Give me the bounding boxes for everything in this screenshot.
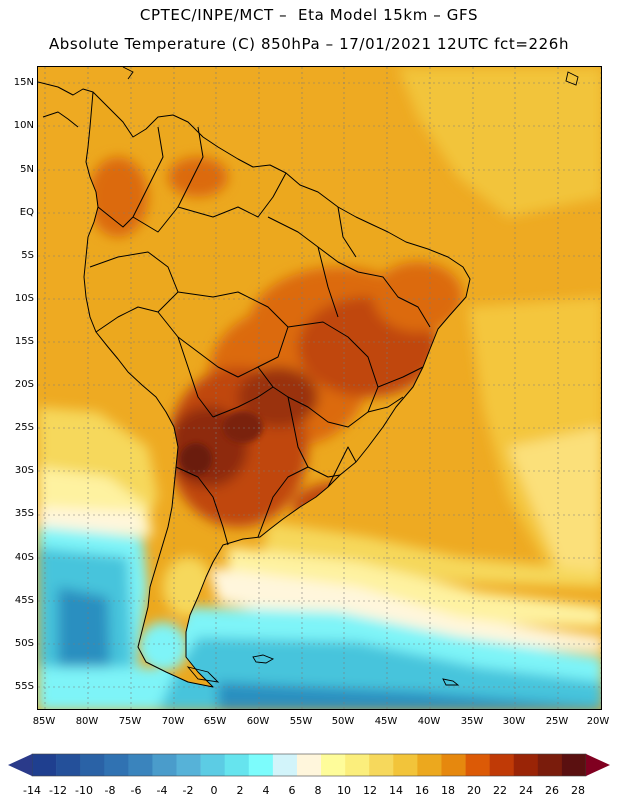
temperature-map <box>38 67 601 709</box>
colorbar-tick-label: -6 <box>130 784 142 797</box>
colorbar-swatch <box>369 754 394 776</box>
colorbar-tick-label: 10 <box>337 784 351 797</box>
lat-label: 55S <box>14 681 34 692</box>
lat-label: 30S <box>14 465 34 476</box>
colorbar-swatch <box>441 754 466 776</box>
colorbar-swatch <box>80 754 105 776</box>
colorbar-swatches <box>31 753 587 777</box>
lon-label: 80W <box>75 716 99 727</box>
lon-label: 75W <box>118 716 142 727</box>
colorbar-tick-label: 20 <box>467 784 481 797</box>
lon-label: 25W <box>545 716 569 727</box>
lon-label: 20W <box>586 716 610 727</box>
colorbar-swatch <box>296 754 322 776</box>
lat-label: 15N <box>13 77 34 88</box>
colorbar-swatch <box>537 754 563 776</box>
colorbar-tick-label: 12 <box>363 784 377 797</box>
colorbar-tick-label: 24 <box>519 784 533 797</box>
colorbar-tick-label: -8 <box>104 784 116 797</box>
lat-label: EQ <box>19 207 34 218</box>
title-line-2: Absolute Temperature (C) 850hPa – 17/01/… <box>48 35 570 53</box>
colorbar-tick-label: -14 <box>23 784 41 797</box>
colorbar-swatch <box>200 754 225 776</box>
colorbar-swatch <box>176 754 201 776</box>
lat-label: 35S <box>14 508 34 519</box>
colorbar-swatch <box>128 754 153 776</box>
colorbar-under-arrow <box>8 754 32 776</box>
map-frame <box>37 66 602 710</box>
lon-label: 50W <box>331 716 355 727</box>
colorbar-swatch <box>224 754 250 776</box>
colorbar-tick-label: 26 <box>545 784 559 797</box>
lat-label: 5N <box>20 164 34 175</box>
colorbar-swatch <box>513 754 539 776</box>
colorbar-tick-label: -4 <box>156 784 168 797</box>
colorbar-swatch <box>393 754 418 776</box>
colorbar-tick-label: 14 <box>389 784 403 797</box>
colorbar-swatch <box>248 754 274 776</box>
lat-lon-grid <box>38 67 601 709</box>
colorbar-swatch <box>32 754 57 776</box>
lat-label: 20S <box>14 379 34 390</box>
colorbar-tick-label: 4 <box>262 784 270 797</box>
colorbar-swatch <box>561 754 587 776</box>
colorbar-tick-label: -2 <box>182 784 194 797</box>
colorbar-tick-label: 18 <box>441 784 455 797</box>
colorbar <box>8 753 610 777</box>
colorbar-tick-label: 28 <box>571 784 585 797</box>
lon-label: 65W <box>203 716 227 727</box>
lon-label: 70W <box>161 716 185 727</box>
colorbar-over-arrow <box>586 754 610 776</box>
colorbar-tick-label: 2 <box>236 784 244 797</box>
coastline-and-borders <box>38 81 471 688</box>
colorbar-swatch <box>465 754 490 776</box>
colorbar-tick-label: -10 <box>75 784 93 797</box>
lat-label: 10S <box>14 293 34 304</box>
lat-label: 40S <box>14 552 34 563</box>
colorbar-swatch <box>56 754 81 776</box>
title-line-1: CPTEC/INPE/MCT – Eta Model 15km – GFS <box>139 6 479 24</box>
colorbar-tick-label: 6 <box>288 784 296 797</box>
lon-label: 55W <box>289 716 313 727</box>
colorbar-tick-label: 0 <box>210 784 218 797</box>
lon-label: 30W <box>502 716 526 727</box>
colorbar-tick-label: -12 <box>49 784 67 797</box>
colorbar-tick-label: 16 <box>415 784 429 797</box>
lat-label: 25S <box>14 422 34 433</box>
colorbar-swatch <box>272 754 298 776</box>
colorbar-tick-label: 22 <box>493 784 507 797</box>
lon-label: 40W <box>417 716 441 727</box>
islands <box>122 67 579 686</box>
colorbar-swatch <box>321 754 346 776</box>
colorbar-swatch <box>417 754 442 776</box>
colorbar-swatch <box>489 754 515 776</box>
lon-label: 35W <box>460 716 484 727</box>
lat-label: 15S <box>14 336 34 347</box>
colorbar-swatch <box>104 754 129 776</box>
lat-label: 50S <box>14 638 34 649</box>
colorbar-tick-label: 8 <box>314 784 322 797</box>
colorbar-swatch <box>152 754 177 776</box>
lat-label: 10N <box>13 120 34 131</box>
ocean-temperature-bands <box>38 67 601 709</box>
lon-label: 85W <box>32 716 56 727</box>
lat-label: 5S <box>21 250 34 261</box>
lat-label: 45S <box>14 595 34 606</box>
colorbar-swatch <box>345 754 370 776</box>
lon-label: 45W <box>374 716 398 727</box>
lon-label: 60W <box>246 716 270 727</box>
